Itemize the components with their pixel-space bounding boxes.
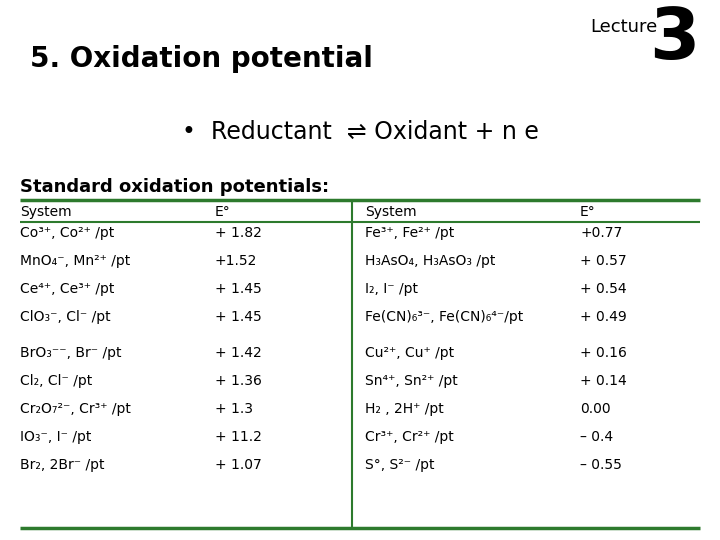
Text: Cr³⁺, Cr²⁺ /pt: Cr³⁺, Cr²⁺ /pt [365, 430, 454, 444]
Text: – 0.4: – 0.4 [580, 430, 613, 444]
Text: ClO₃⁻, Cl⁻ /pt: ClO₃⁻, Cl⁻ /pt [20, 310, 111, 324]
Text: + 11.2: + 11.2 [215, 430, 262, 444]
Text: System: System [20, 205, 71, 219]
Text: + 0.57: + 0.57 [580, 254, 626, 268]
Text: 5. Oxidation potential: 5. Oxidation potential [30, 45, 373, 73]
Text: + 0.16: + 0.16 [580, 346, 627, 360]
Text: + 1.07: + 1.07 [215, 458, 262, 472]
Text: E°: E° [580, 205, 595, 219]
Text: BrO₃⁻⁻, Br⁻ /pt: BrO₃⁻⁻, Br⁻ /pt [20, 346, 122, 360]
Text: + 1.45: + 1.45 [215, 310, 262, 324]
Text: Sn⁴⁺, Sn²⁺ /pt: Sn⁴⁺, Sn²⁺ /pt [365, 374, 458, 388]
Text: 0.00: 0.00 [580, 402, 611, 416]
Text: MnO₄⁻, Mn²⁺ /pt: MnO₄⁻, Mn²⁺ /pt [20, 254, 130, 268]
Text: Co³⁺, Co²⁺ /pt: Co³⁺, Co²⁺ /pt [20, 226, 114, 240]
Text: Standard oxidation potentials:: Standard oxidation potentials: [20, 178, 329, 196]
Text: + 1.3: + 1.3 [215, 402, 253, 416]
Text: Cu²⁺, Cu⁺ /pt: Cu²⁺, Cu⁺ /pt [365, 346, 454, 360]
Text: System: System [365, 205, 417, 219]
Text: + 0.14: + 0.14 [580, 374, 626, 388]
Text: •  Reductant  ⇌ Oxidant + n e: • Reductant ⇌ Oxidant + n e [181, 120, 539, 144]
Text: +1.52: +1.52 [215, 254, 257, 268]
Text: + 1.36: + 1.36 [215, 374, 262, 388]
Text: + 0.54: + 0.54 [580, 282, 626, 296]
Text: – 0.55: – 0.55 [580, 458, 622, 472]
Text: E°: E° [215, 205, 230, 219]
Text: I₂, I⁻ /pt: I₂, I⁻ /pt [365, 282, 418, 296]
Text: H₃AsO₄, H₃AsO₃ /pt: H₃AsO₄, H₃AsO₃ /pt [365, 254, 495, 268]
Text: S°, S²⁻ /pt: S°, S²⁻ /pt [365, 458, 434, 472]
Text: + 0.49: + 0.49 [580, 310, 626, 324]
Text: Fe³⁺, Fe²⁺ /pt: Fe³⁺, Fe²⁺ /pt [365, 226, 454, 240]
Text: IO₃⁻, I⁻ /pt: IO₃⁻, I⁻ /pt [20, 430, 91, 444]
Text: Cr₂O₇²⁻, Cr³⁺ /pt: Cr₂O₇²⁻, Cr³⁺ /pt [20, 402, 131, 416]
Text: Br₂, 2Br⁻ /pt: Br₂, 2Br⁻ /pt [20, 458, 104, 472]
Text: Cl₂, Cl⁻ /pt: Cl₂, Cl⁻ /pt [20, 374, 92, 388]
Text: 3: 3 [649, 5, 700, 74]
Text: + 1.42: + 1.42 [215, 346, 262, 360]
Text: H₂ , 2H⁺ /pt: H₂ , 2H⁺ /pt [365, 402, 444, 416]
Text: + 1.82: + 1.82 [215, 226, 262, 240]
Text: +0.77: +0.77 [580, 226, 622, 240]
Text: Fe(CN)₆³⁻, Fe(CN)₆⁴⁻/pt: Fe(CN)₆³⁻, Fe(CN)₆⁴⁻/pt [365, 310, 523, 324]
Text: Lecture: Lecture [590, 18, 657, 36]
Text: + 1.45: + 1.45 [215, 282, 262, 296]
Text: Ce⁴⁺, Ce³⁺ /pt: Ce⁴⁺, Ce³⁺ /pt [20, 282, 114, 296]
